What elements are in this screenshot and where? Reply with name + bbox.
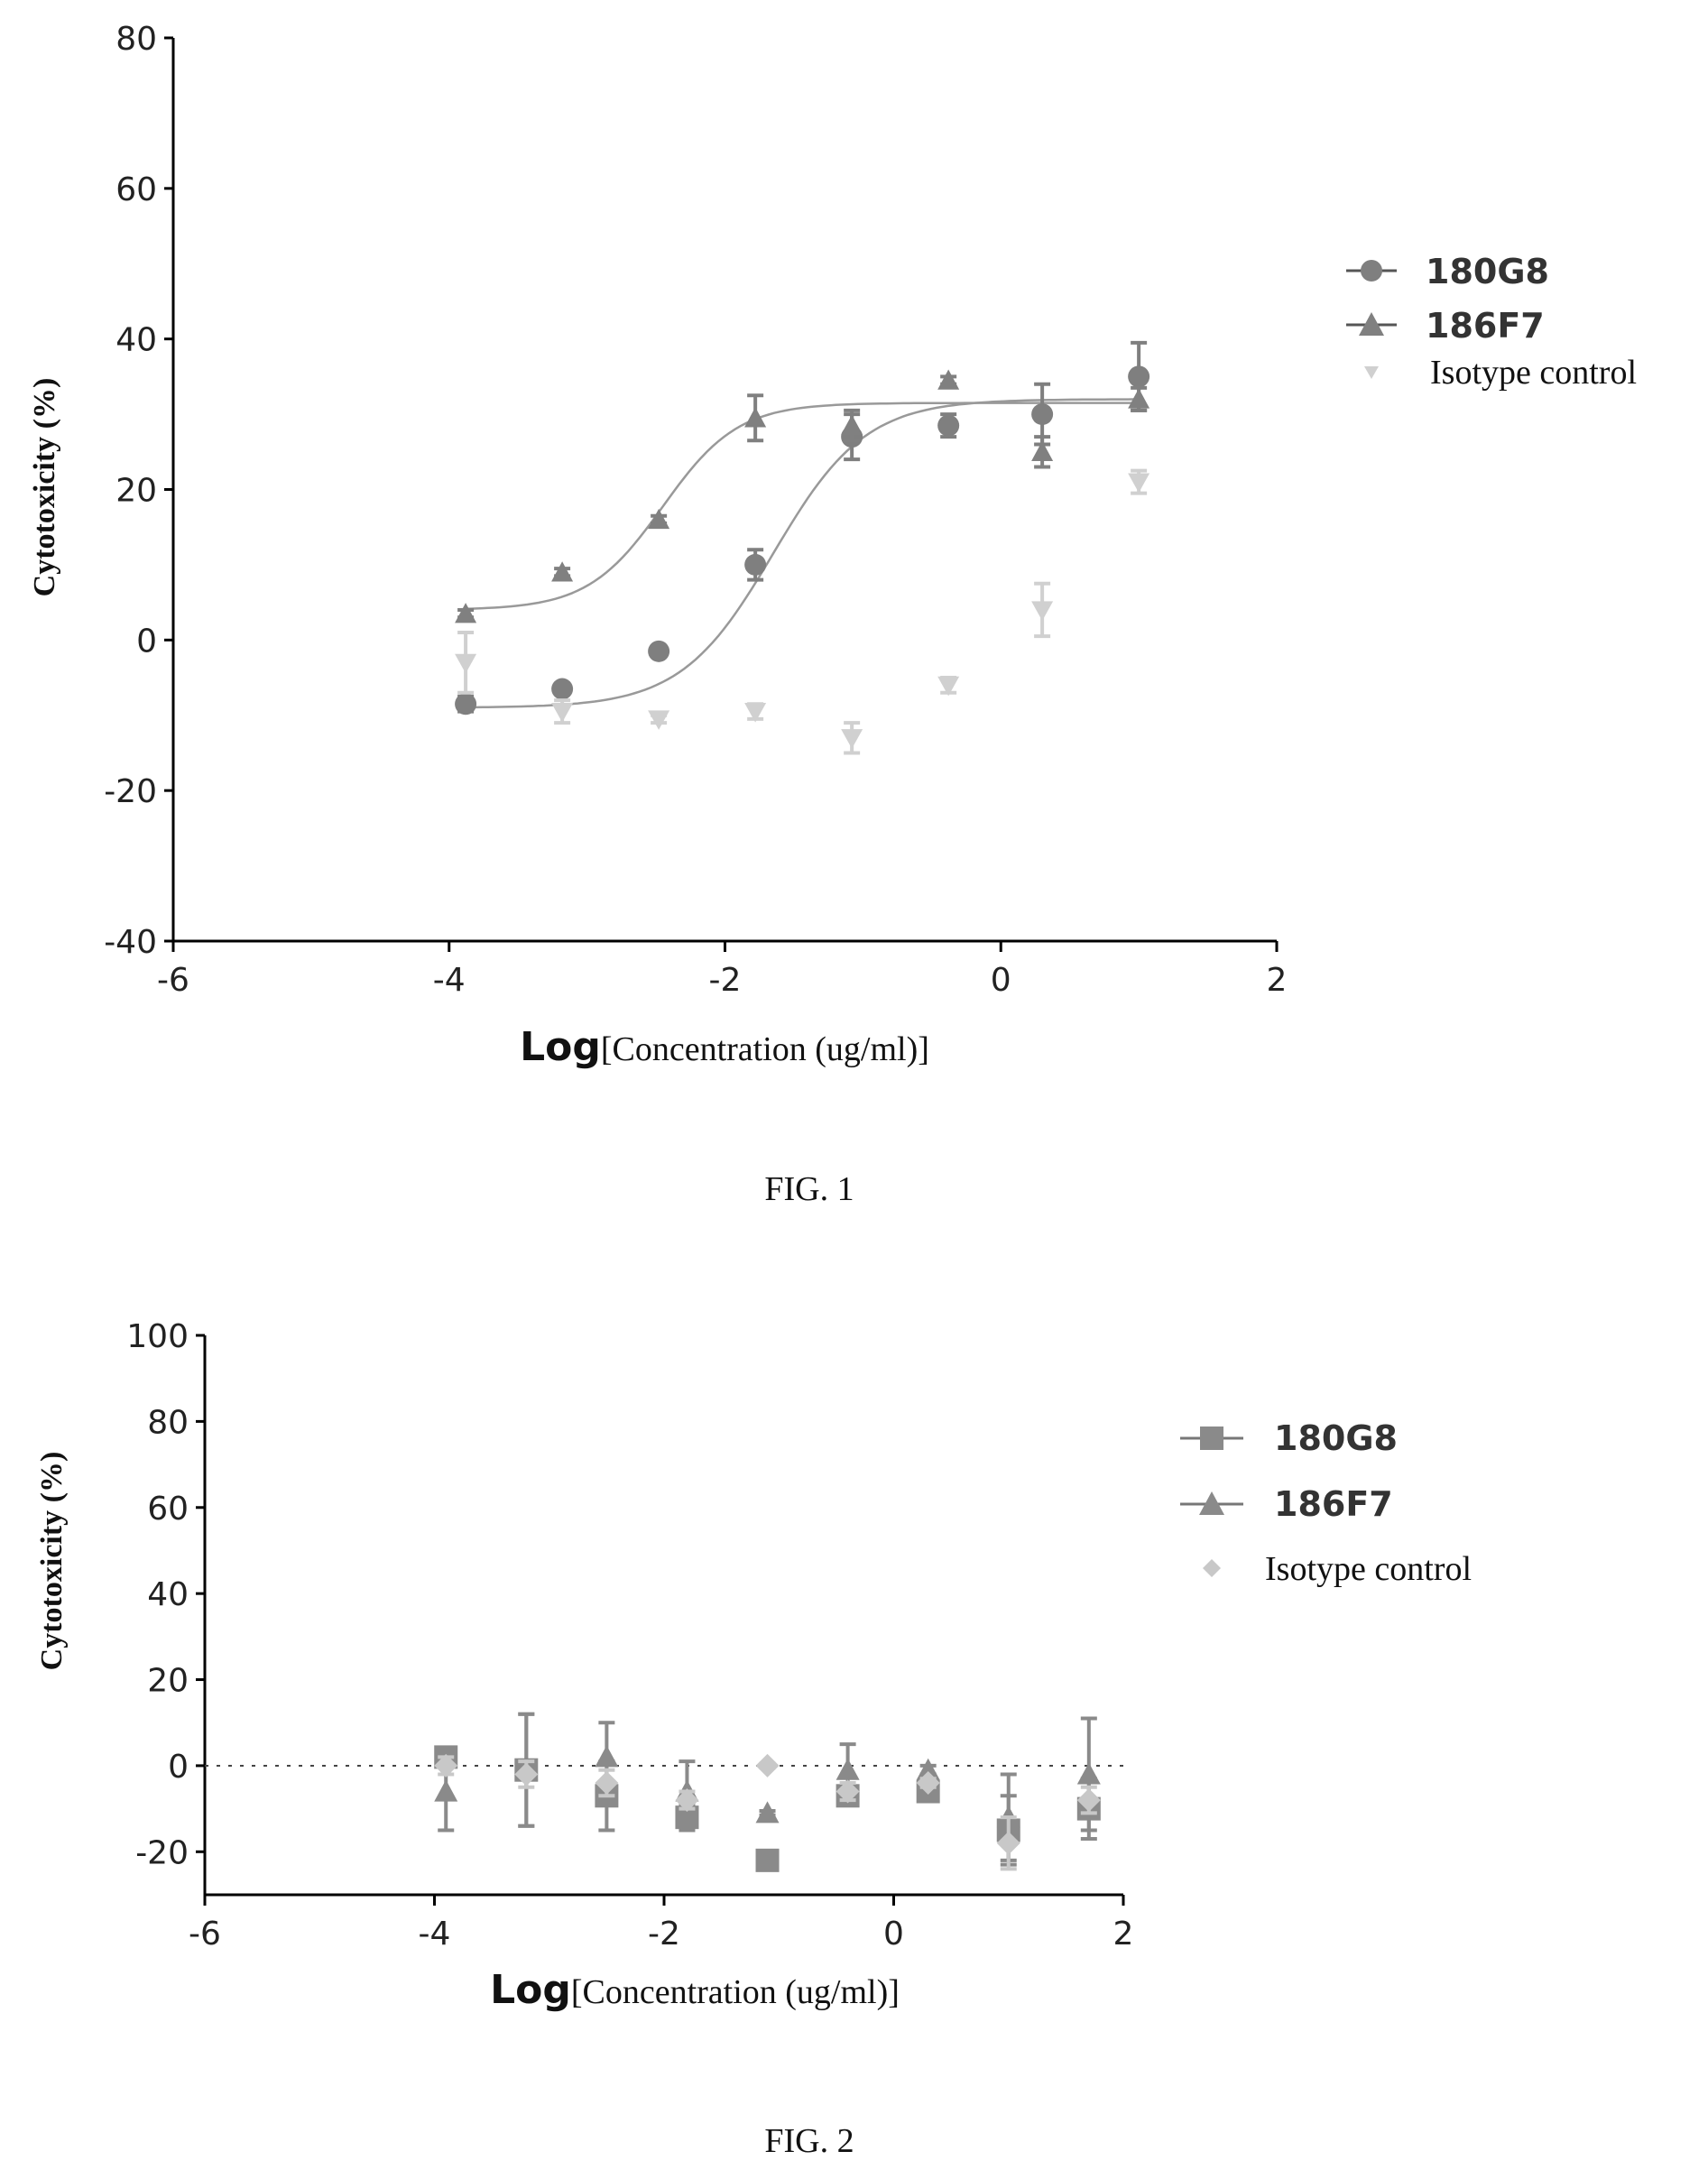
fig2-point-isotype-control [836,1779,860,1804]
fig1-x-axis-label-log: Log [520,1024,601,1070]
fig1-y-tick-label: 40 [115,322,157,359]
fig2-x-tick-label: -4 [419,1916,451,1953]
fig1-fit-curve-186f7 [466,402,1140,611]
fig1-axes [171,38,1277,943]
fig2-point-186f7 [595,1745,619,1768]
fig2-x-axis-label-text: [Concentration (ug/ml)] [571,1973,900,2011]
fig1-legend-label-isotype: Isotype control [1430,354,1637,392]
fig1-x-tick-label: 2 [1267,962,1288,999]
fig1-point-180g8 [937,414,960,437]
fig2-legend-label-186F7: 186F7 [1274,1484,1393,1524]
fig1-y-tick-label: 0 [136,623,157,660]
fig2-y-tick-label: 20 [147,1663,189,1700]
fig2-legend-label-180G8: 180G8 [1274,1418,1398,1458]
fig1-point-isotype-control [841,729,863,749]
fig1-legend-marker-isotype [1364,366,1379,379]
fig1-x-axis-label: Log[Concentration (ug/ml)] [520,1024,929,1070]
fig1-fit-curves [466,398,1140,709]
fig1-point-180g8 [551,678,574,700]
fig1-legend-marker-186F7 [1359,312,1384,336]
fig2-point-isotype-control [514,1762,539,1787]
fig1-legend: 180G8 186F7 Isotype control [1346,252,1637,392]
fig2-point-isotype-control [1076,1788,1101,1813]
fig2-y-tick-label: 100 [126,1318,189,1355]
fig2-x-tick-label: -2 [648,1916,680,1953]
fig1-legend-label-186F7: 186F7 [1426,306,1545,346]
fig2-point-186f7 [755,1801,780,1824]
fig2-point-isotype-control [996,1831,1020,1855]
fig1-y-tick-label: -40 [104,924,157,961]
fig1-point-186f7 [455,603,477,623]
fig1-point-186f7 [841,414,863,435]
fig2-x-axis-label-log: Log [490,1967,571,2013]
fig1-point-isotype-control [744,702,767,723]
fig1-y-tick-label: 60 [115,171,157,208]
fig1-point-186f7 [551,561,574,582]
fig2-y-tick-label: 0 [168,1749,189,1786]
fig1-point-isotype-control [648,710,670,730]
fig2-point-180g8 [755,1848,780,1872]
fig1-x-axis-label-text: [Concentration (ug/ml)] [601,1030,929,1068]
fig1-data-points [455,340,1150,755]
fig2-y-tick-label: 40 [147,1576,189,1613]
fig2-x-tick-label: 2 [1113,1916,1134,1953]
fig2-legend-marker-186F7 [1199,1491,1224,1515]
fig2-y-axis-label: Cytotoxicity (%) [35,1452,69,1671]
fig2-point-isotype-control [434,1753,458,1777]
fig1-y-tick-label: -20 [104,773,157,810]
fig1-caption: FIG. 1 [764,1170,854,1208]
fig1-point-180g8 [455,693,477,716]
fig1-point-isotype-control [551,702,574,723]
fig2-y-tick-label: 60 [147,1491,189,1528]
fig1-x-tick-label: -6 [157,962,189,999]
fig1-y-tick-label: 20 [115,473,157,510]
fig2-legend-label-isotype: Isotype control [1265,1550,1472,1588]
fig1-x-tick-label: -4 [433,962,466,999]
fig2-point-isotype-control [755,1753,780,1777]
fig2-legend-marker-180G8 [1200,1427,1223,1450]
fig2-point-isotype-control [595,1771,619,1795]
fig2-x-axis-label: Log[Concentration (ug/ml)] [490,1967,900,2013]
fig2-x-tick-label: -6 [189,1916,221,1953]
fig1-point-186f7 [744,407,767,428]
fig2-y-tick-label: 80 [147,1404,189,1441]
fig1-x-tick-label: -2 [709,962,742,999]
fig2-point-186f7 [1076,1762,1101,1785]
fig1-x-tick-label: 0 [991,962,1011,999]
fig1-point-180g8 [648,640,670,662]
fig2-point-186f7 [434,1779,458,1802]
fig1-point-isotype-control [455,653,477,674]
fig1-point-180g8 [1031,403,1054,426]
fig1-point-180g8 [744,553,767,576]
fig1-point-186f7 [937,369,960,390]
fig1-point-isotype-control [1128,473,1150,494]
fig2-point-isotype-control [916,1771,940,1795]
fig1-point-180g8 [1128,365,1150,388]
fig1-point-isotype-control [937,676,960,697]
fig2-point-186f7 [836,1758,860,1780]
fig2-x-tick-label: 0 [883,1916,904,1953]
fig2-point-isotype-control [675,1788,699,1813]
fig2-data-points [434,1712,1101,1872]
fig2-legend-marker-isotype [1203,1559,1221,1577]
fig2-legend: 180G8 186F7 Isotype control [1180,1418,1472,1588]
fig1-fit-curve-180g8 [466,398,1140,709]
fig1-legend-label-180G8: 180G8 [1426,252,1549,291]
fig1-y-tick-label: 80 [115,21,157,58]
fig1-legend-marker-180G8 [1361,260,1382,282]
fig1-point-186f7 [1031,440,1054,461]
fig2-y-tick-label: -20 [135,1834,189,1871]
fig1-point-186f7 [648,508,670,530]
fig2-point-186f7 [916,1758,940,1780]
fig1-point-186f7 [1128,388,1150,409]
fig1-point-isotype-control [1031,601,1054,621]
fig1-y-axis-label: Cytotoxicity (%) [28,378,61,597]
fig2-axes [203,1335,1123,1897]
fig2-caption: FIG. 2 [764,2122,854,2160]
